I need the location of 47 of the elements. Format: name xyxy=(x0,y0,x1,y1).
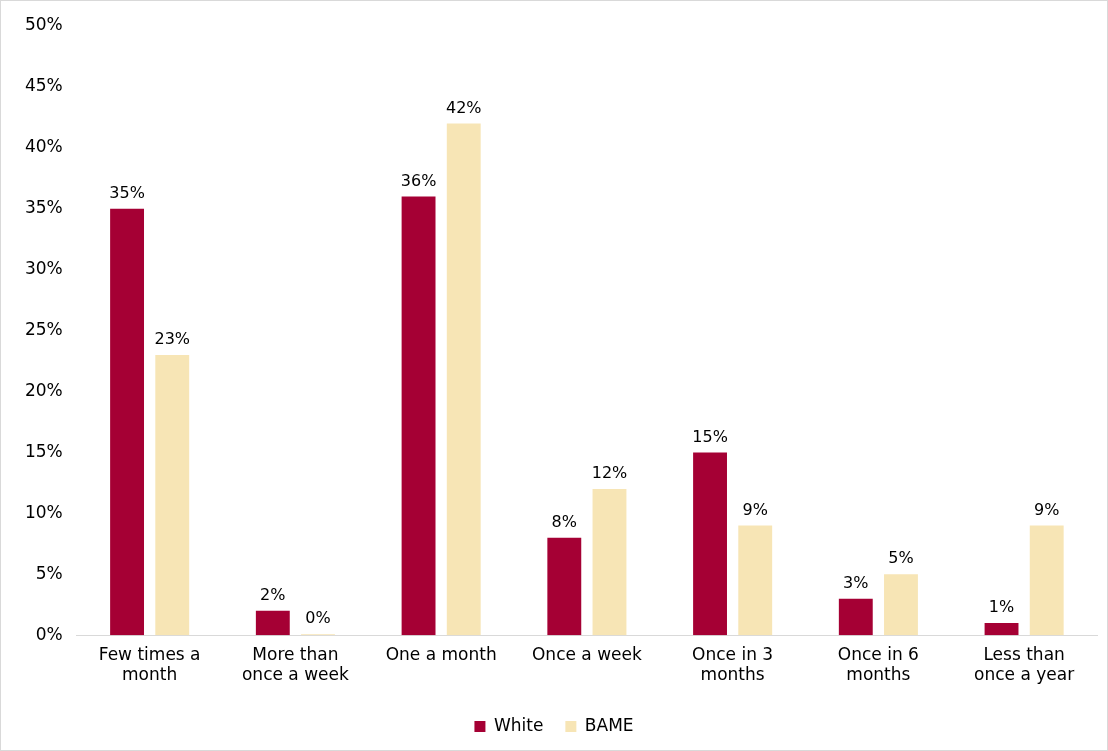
bar xyxy=(401,196,436,636)
data-label: 12% xyxy=(591,463,628,483)
bar xyxy=(1029,525,1064,636)
data-label: 1% xyxy=(988,597,1015,617)
data-label: 2% xyxy=(260,584,286,604)
y-tick-label: 0% xyxy=(35,623,63,644)
bar xyxy=(592,488,627,636)
bar xyxy=(838,598,873,636)
bar xyxy=(693,452,727,636)
y-tick-label: 40% xyxy=(24,136,63,157)
data-label: 5% xyxy=(888,548,914,568)
bar xyxy=(884,574,918,636)
data-label: 9% xyxy=(1034,499,1060,519)
x-tick-label: One a month xyxy=(385,643,497,664)
y-tick-label: 20% xyxy=(24,379,63,400)
y-tick-label: 50% xyxy=(24,14,63,35)
x-tick-label: More than once a week xyxy=(241,643,349,685)
data-label: 8% xyxy=(551,511,577,531)
data-label: 0% xyxy=(305,608,331,628)
legend-label: BAME xyxy=(584,714,634,735)
bar xyxy=(984,623,1019,636)
bar xyxy=(738,525,773,636)
legend-label: White xyxy=(493,714,544,735)
bar xyxy=(110,208,145,636)
x-tick-label: Few times a month xyxy=(98,643,201,685)
x-tick-label: Less than once a year xyxy=(974,643,1075,685)
y-tick-label: 45% xyxy=(24,75,63,96)
x-tick-label: Once in 6 months xyxy=(837,643,919,685)
x-tick-label: Once a week xyxy=(531,643,642,664)
y-tick-label: 10% xyxy=(24,501,63,522)
data-label: 42% xyxy=(445,97,482,117)
data-label: 9% xyxy=(742,499,768,519)
data-label: 35% xyxy=(109,182,145,202)
data-label: 3% xyxy=(843,572,869,592)
bar xyxy=(446,123,481,636)
bar xyxy=(255,610,290,636)
data-label: 15% xyxy=(692,426,728,446)
y-tick-label: 15% xyxy=(24,440,63,461)
y-tick-label: 5% xyxy=(35,562,63,583)
data-label: 36% xyxy=(400,170,437,190)
y-tick-label: 25% xyxy=(24,319,63,340)
data-label: 23% xyxy=(154,329,191,349)
y-tick-label: 35% xyxy=(24,197,63,218)
bar xyxy=(155,354,190,636)
bar xyxy=(547,537,582,636)
y-tick-label: 30% xyxy=(24,258,63,279)
x-tick-label: Once in 3 months xyxy=(692,643,774,685)
